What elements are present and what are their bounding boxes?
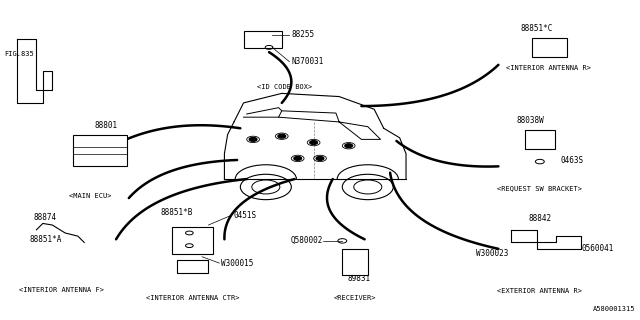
Text: <ID CODE BOX>: <ID CODE BOX> <box>257 84 312 90</box>
FancyBboxPatch shape <box>525 130 555 149</box>
FancyBboxPatch shape <box>244 31 282 48</box>
FancyBboxPatch shape <box>177 260 209 273</box>
Text: 0463S: 0463S <box>560 156 583 164</box>
FancyBboxPatch shape <box>342 249 369 275</box>
Circle shape <box>310 141 317 144</box>
Text: 0560041: 0560041 <box>581 244 614 253</box>
Circle shape <box>294 156 301 160</box>
Text: <INTERIOR ANTENNA CTR>: <INTERIOR ANTENNA CTR> <box>146 295 239 301</box>
Text: 88038W: 88038W <box>516 116 544 125</box>
Text: 88851*A: 88851*A <box>30 235 62 244</box>
Text: A580001315: A580001315 <box>593 306 636 312</box>
Text: Q580002: Q580002 <box>291 236 323 245</box>
Text: 88842: 88842 <box>528 214 552 223</box>
FancyBboxPatch shape <box>172 228 213 254</box>
Circle shape <box>316 156 324 160</box>
FancyBboxPatch shape <box>532 38 567 57</box>
Text: <INTERIOR ANTENNA F>: <INTERIOR ANTENNA F> <box>19 287 104 293</box>
Text: <INTERIOR ANTENNA R>: <INTERIOR ANTENNA R> <box>506 65 591 71</box>
Text: <REQUEST SW BRACKET>: <REQUEST SW BRACKET> <box>497 185 582 191</box>
Text: N370031: N370031 <box>291 57 324 66</box>
Text: <EXTERIOR ANTENNA R>: <EXTERIOR ANTENNA R> <box>497 288 582 294</box>
Circle shape <box>278 134 285 138</box>
Text: 88801: 88801 <box>95 121 118 130</box>
FancyBboxPatch shape <box>73 135 127 166</box>
Text: <RECEIVER>: <RECEIVER> <box>334 295 376 301</box>
Text: FIG.835: FIG.835 <box>4 51 35 57</box>
Text: W300023: W300023 <box>476 249 508 258</box>
Text: W300015: W300015 <box>221 259 253 268</box>
Text: 88874: 88874 <box>33 213 56 222</box>
Text: 89831: 89831 <box>348 274 371 283</box>
Text: 0451S: 0451S <box>234 211 257 220</box>
Text: <MAIN ECU>: <MAIN ECU> <box>69 193 112 199</box>
Circle shape <box>249 138 257 141</box>
Circle shape <box>345 144 353 148</box>
Text: 88255: 88255 <box>291 30 314 39</box>
Text: 88851*B: 88851*B <box>161 208 193 217</box>
Text: 88851*C: 88851*C <box>520 24 553 33</box>
